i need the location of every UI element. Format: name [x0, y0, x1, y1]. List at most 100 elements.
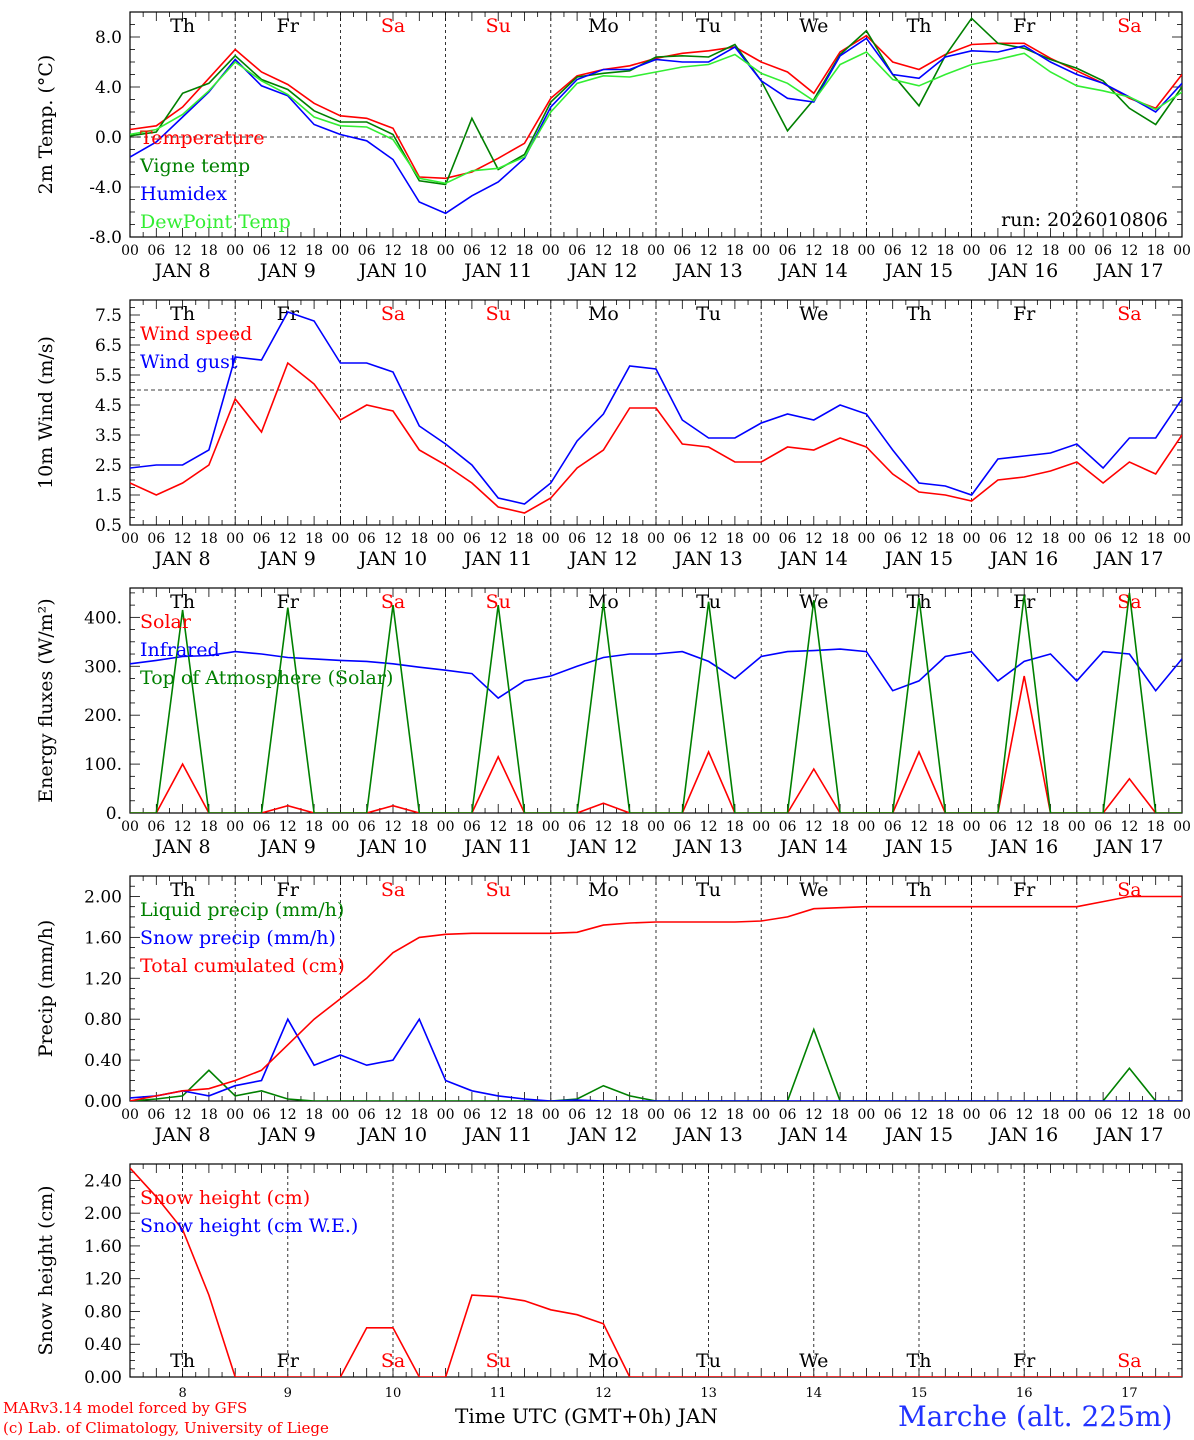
- x-hour-label: 18: [1147, 243, 1165, 259]
- y-tick-label: 7.5: [95, 306, 122, 326]
- x-date-label: JAN 8: [153, 1124, 211, 1146]
- y-tick-label: 4.0: [95, 78, 122, 98]
- x-hour-label: 12: [1120, 819, 1138, 835]
- x-hour-label: 12: [1015, 531, 1033, 547]
- x-hour-label: 00: [752, 243, 770, 259]
- x-date-label: JAN 14: [778, 260, 848, 282]
- x-hour-label: 18: [936, 243, 954, 259]
- x-hour-label: 06: [1094, 819, 1112, 835]
- x-hour-label: 18: [200, 243, 218, 259]
- weekday-label: Su: [486, 15, 511, 37]
- x-date-label: JAN 9: [258, 548, 316, 570]
- y-tick-label: 0.00: [84, 1368, 122, 1388]
- y-axis-label: Snow height (cm): [35, 1185, 57, 1355]
- series-line-4: [130, 51, 1182, 185]
- x-hour-label: 06: [779, 531, 797, 547]
- x-date-label: JAN 12: [567, 836, 637, 858]
- x-hour-label: 00: [437, 531, 455, 547]
- weekday-label: Fr: [1013, 15, 1036, 37]
- legend-entry: Snow height (cm): [140, 1187, 310, 1209]
- weekday-label: Su: [486, 591, 511, 613]
- x-hour-label: 06: [463, 1107, 481, 1123]
- weekday-label: Fr: [1013, 1350, 1036, 1372]
- x-hour-label: 12: [594, 243, 612, 259]
- x-hour-label: 12: [805, 531, 823, 547]
- x-date-label: JAN 16: [988, 1124, 1058, 1146]
- weekday-label: Sa: [1117, 591, 1141, 613]
- x-hour-label: 00: [963, 531, 981, 547]
- x-day-number: 13: [700, 1386, 717, 1401]
- x-day-number: 11: [490, 1386, 507, 1401]
- series-line-2: [130, 17, 1182, 186]
- x-hour-label: 18: [1042, 819, 1060, 835]
- x-hour-label: 06: [253, 819, 271, 835]
- weekday-label: Sa: [381, 1350, 405, 1372]
- x-hour-label: 06: [147, 1107, 165, 1123]
- y-tick-label: 1.60: [84, 1237, 122, 1257]
- x-hour-label: 12: [384, 1107, 402, 1123]
- x-hour-label: 18: [305, 1107, 323, 1123]
- x-hour-label: 00: [963, 819, 981, 835]
- weekday-label: Tu: [696, 879, 721, 901]
- y-axis-label: 10m Wind (m/s): [35, 336, 57, 489]
- x-hour-label: 00: [857, 1107, 875, 1123]
- x-date-label: JAN 16: [988, 836, 1058, 858]
- x-day-number: 10: [385, 1386, 402, 1401]
- x-hour-label: 12: [489, 531, 507, 547]
- x-hour-label: 18: [621, 243, 639, 259]
- weekday-label: Th: [170, 1350, 195, 1372]
- x-hour-label: 18: [726, 243, 744, 259]
- x-hour-label: 18: [410, 819, 428, 835]
- x-hour-label: 00: [121, 243, 139, 259]
- x-hour-label: 18: [831, 243, 849, 259]
- x-hour-label: 12: [489, 819, 507, 835]
- y-tick-label: -4.0: [89, 178, 122, 198]
- x-hour-label: 18: [516, 531, 534, 547]
- x-hour-label: 00: [1173, 819, 1191, 835]
- x-hour-label: 00: [963, 1107, 981, 1123]
- run-annotation: run: 2026010806: [1001, 209, 1168, 231]
- x-date-label: JAN 10: [357, 260, 427, 282]
- weekday-label: Tu: [696, 303, 721, 325]
- x-hour-label: 06: [989, 1107, 1007, 1123]
- x-hour-label: 12: [594, 531, 612, 547]
- x-date-label: JAN 17: [1093, 836, 1163, 858]
- x-date-label: JAN 12: [567, 1124, 637, 1146]
- weekday-label: Th: [170, 591, 195, 613]
- x-hour-label: 06: [253, 243, 271, 259]
- x-date-label: JAN 13: [673, 260, 743, 282]
- x-hour-label: 06: [568, 531, 586, 547]
- x-date-label: JAN 12: [567, 548, 637, 570]
- legend-entry: Liquid precip (mm/h): [140, 899, 344, 921]
- x-hour-label: 18: [410, 243, 428, 259]
- x-hour-label: 18: [200, 531, 218, 547]
- x-hour-label: 18: [305, 531, 323, 547]
- x-hour-label: 12: [279, 819, 297, 835]
- series-line-2: [130, 311, 1182, 505]
- x-day-number: 14: [806, 1386, 823, 1401]
- x-hour-label: 00: [542, 531, 560, 547]
- x-hour-label: 18: [516, 1107, 534, 1123]
- legend-entry: Snow precip (mm/h): [140, 927, 336, 949]
- x-hour-label: 06: [147, 531, 165, 547]
- x-day-number: 12: [595, 1386, 612, 1401]
- x-hour-label: 18: [200, 819, 218, 835]
- x-hour-label: 12: [279, 1107, 297, 1123]
- x-hour-label: 06: [358, 531, 376, 547]
- x-hour-label: 12: [700, 243, 718, 259]
- x-hour-label: 12: [594, 819, 612, 835]
- x-date-label: JAN 15: [883, 836, 953, 858]
- x-hour-label: 06: [673, 243, 691, 259]
- x-date-label: JAN 12: [567, 260, 637, 282]
- y-tick-label: 0.40: [84, 1335, 122, 1355]
- x-hour-label: 06: [989, 531, 1007, 547]
- x-hour-label: 06: [989, 819, 1007, 835]
- x-date-label: JAN 8: [153, 548, 211, 570]
- x-hour-label: 06: [673, 819, 691, 835]
- x-hour-label: 06: [884, 243, 902, 259]
- x-hour-label: 06: [358, 243, 376, 259]
- y-tick-label: -8.0: [89, 228, 122, 248]
- legend-entry: Vigne temp: [139, 155, 250, 177]
- weekday-label: Su: [486, 1350, 511, 1372]
